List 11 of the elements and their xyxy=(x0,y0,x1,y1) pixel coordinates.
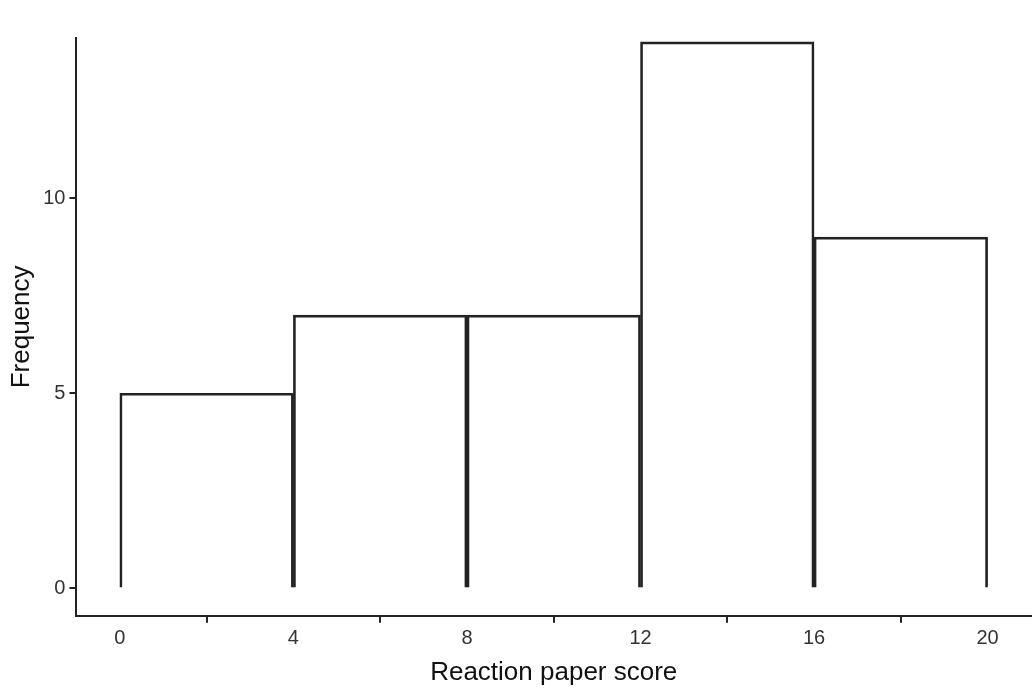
x-tick-label: 0 xyxy=(114,626,126,649)
x-tick-label: 4 xyxy=(287,626,299,649)
x-tick-label: 8 xyxy=(461,626,473,649)
x-tick-label: 16 xyxy=(802,626,826,649)
y-tick-label: 0 xyxy=(54,575,66,598)
x-tick-label: 20 xyxy=(976,626,999,649)
y-tick-label: 5 xyxy=(54,380,66,403)
x-tick-label: 12 xyxy=(629,626,652,649)
y-axis-title: Frequency xyxy=(4,265,35,389)
y-tick-label: 10 xyxy=(43,185,66,208)
x-axis-title: Reaction paper score xyxy=(430,655,678,686)
